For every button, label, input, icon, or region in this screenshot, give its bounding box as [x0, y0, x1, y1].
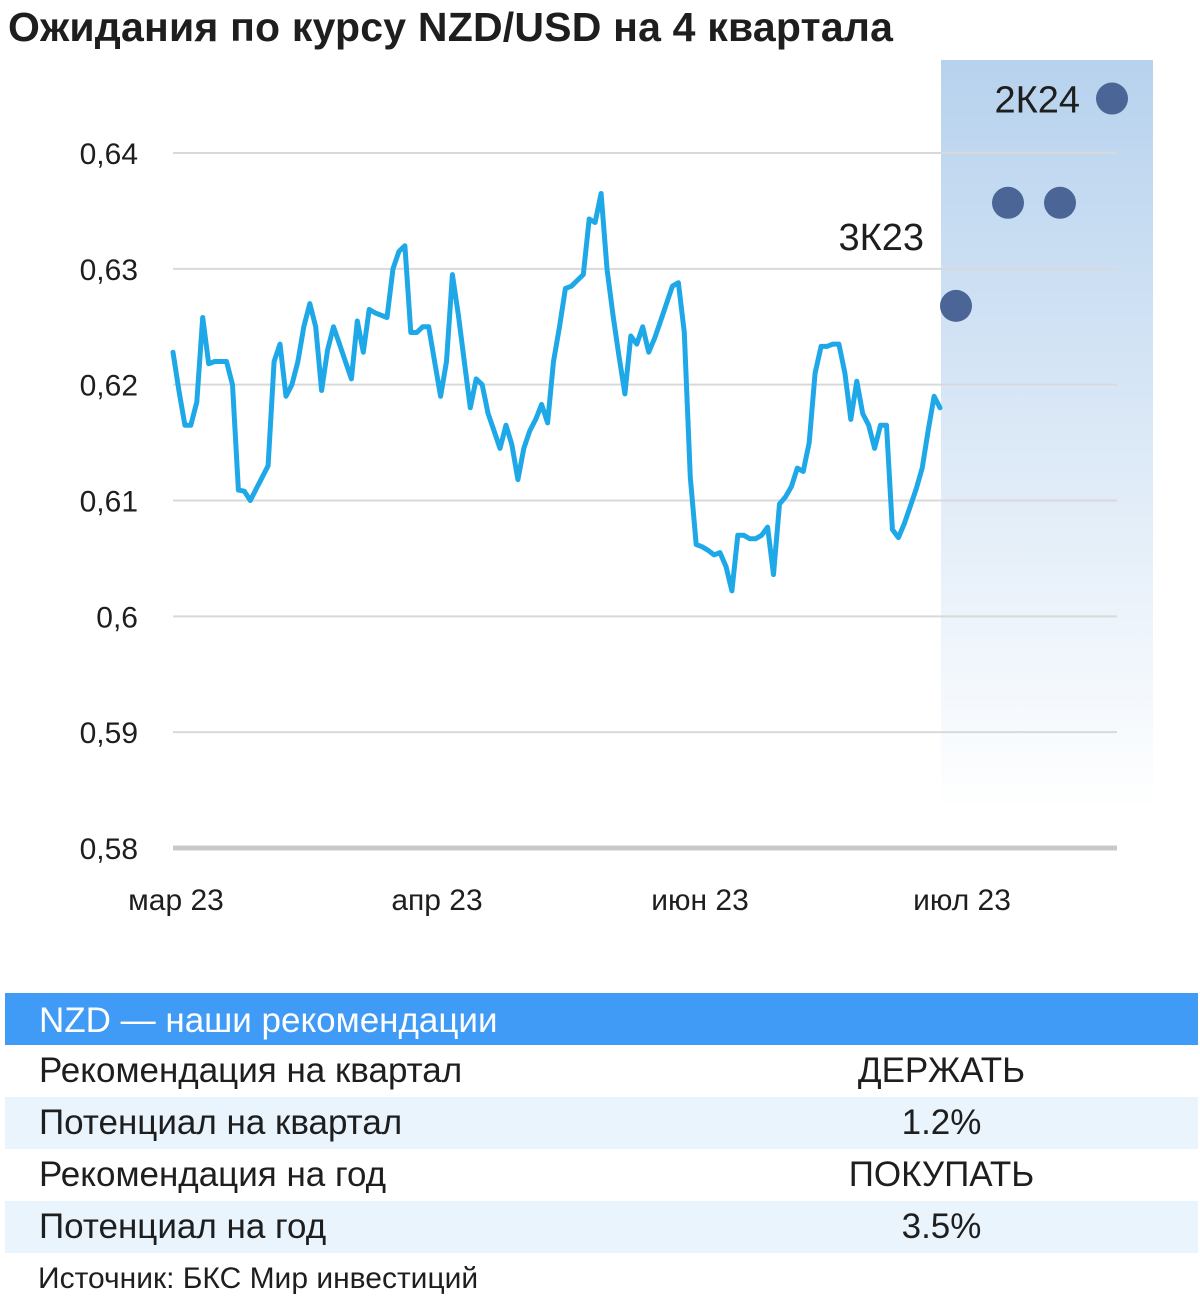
- recommendations-table: NZD — наши рекомендации Рекомендация на …: [5, 993, 1198, 1253]
- table-row: Рекомендация на год ПОКУПАТЬ: [5, 1149, 1198, 1201]
- x-tick-label: июл 23: [913, 884, 1011, 917]
- y-tick-label: 0,6: [96, 601, 138, 634]
- series-line: [170, 191, 943, 594]
- grid-lines: [173, 152, 1117, 851]
- forecast-label: 3К23: [838, 217, 924, 259]
- x-tick-label: июн 23: [651, 884, 749, 917]
- x-axis: мар 23 апр 23 июн 23 июл 23: [128, 884, 1011, 917]
- forecast-point: [1096, 82, 1128, 115]
- source-note: Источник: БКС Мир инвестиций: [38, 1262, 479, 1295]
- forecast-shading: [941, 60, 1153, 810]
- y-tick-label: 0,63: [80, 254, 138, 287]
- y-tick-label: 0,59: [80, 717, 138, 750]
- y-tick-label: 0,58: [80, 833, 138, 866]
- x-tick-label: апр 23: [391, 884, 482, 917]
- row-value: ПОКУПАТЬ: [848, 1155, 1035, 1194]
- row-label: Потенциал на год: [39, 1207, 327, 1246]
- row-label: Рекомендация на квартал: [39, 1051, 463, 1090]
- forecast-label: 2К24: [994, 80, 1080, 122]
- row-value: 3.5%: [901, 1207, 982, 1246]
- row-label: Потенциал на квартал: [39, 1103, 403, 1142]
- recommendations-header: NZD — наши рекомендации: [5, 993, 1198, 1045]
- nzd-usd-chart: 0,64 0,63 0,62 0,61 0,6 0,59 0,58 мар 23 апр 23…: [80, 60, 1153, 917]
- y-tick-label: 0,62: [80, 370, 138, 403]
- forecast-points: 3К23 2К24: [838, 80, 1128, 322]
- y-tick-label: 0,64: [80, 138, 138, 171]
- row-label: Рекомендация на год: [39, 1155, 387, 1194]
- chart-title: Ожидания по курсу NZD/USD на 4 квартала: [8, 4, 894, 50]
- table-row: Потенциал на квартал 1.2%: [5, 1097, 1198, 1149]
- forecast-point: [1044, 186, 1076, 219]
- y-axis: 0,64 0,63 0,62 0,61 0,6 0,59 0,58: [80, 138, 138, 866]
- row-value: 1.2%: [901, 1103, 982, 1142]
- x-tick-label: мар 23: [128, 884, 224, 917]
- forecast-point: [992, 186, 1024, 219]
- y-tick-label: 0,61: [80, 486, 138, 519]
- table-row: Потенциал на год 3.5%: [5, 1201, 1198, 1253]
- forecast-point: [940, 289, 972, 322]
- row-value: ДЕРЖАТЬ: [857, 1051, 1026, 1090]
- table-row: Рекомендация на квартал ДЕРЖАТЬ: [5, 1045, 1198, 1097]
